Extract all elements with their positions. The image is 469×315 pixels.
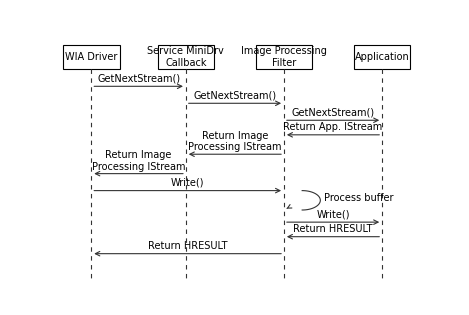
Text: Service MiniDrv
Callback: Service MiniDrv Callback xyxy=(147,46,224,68)
Text: Return Image
Processing IStream: Return Image Processing IStream xyxy=(92,150,185,172)
Text: Return HRESULT: Return HRESULT xyxy=(148,241,227,251)
Bar xyxy=(354,45,410,69)
Text: GetNextStream(): GetNextStream() xyxy=(292,107,375,117)
Bar xyxy=(63,45,120,69)
Text: Return App. IStream: Return App. IStream xyxy=(283,122,383,132)
Text: GetNextStream(): GetNextStream() xyxy=(97,73,180,83)
Text: Process buffer: Process buffer xyxy=(324,193,393,203)
Text: Application: Application xyxy=(355,52,409,62)
Text: WIA Driver: WIA Driver xyxy=(65,52,118,62)
Text: Write(): Write() xyxy=(171,178,204,188)
Text: Image Processing
Filter: Image Processing Filter xyxy=(241,46,327,68)
Text: Return Image
Processing IStream: Return Image Processing IStream xyxy=(188,131,282,152)
Bar xyxy=(256,45,312,69)
Text: GetNextStream(): GetNextStream() xyxy=(193,90,276,100)
Bar xyxy=(158,45,214,69)
Text: Write(): Write() xyxy=(316,209,350,219)
Text: Return HRESULT: Return HRESULT xyxy=(293,224,373,234)
